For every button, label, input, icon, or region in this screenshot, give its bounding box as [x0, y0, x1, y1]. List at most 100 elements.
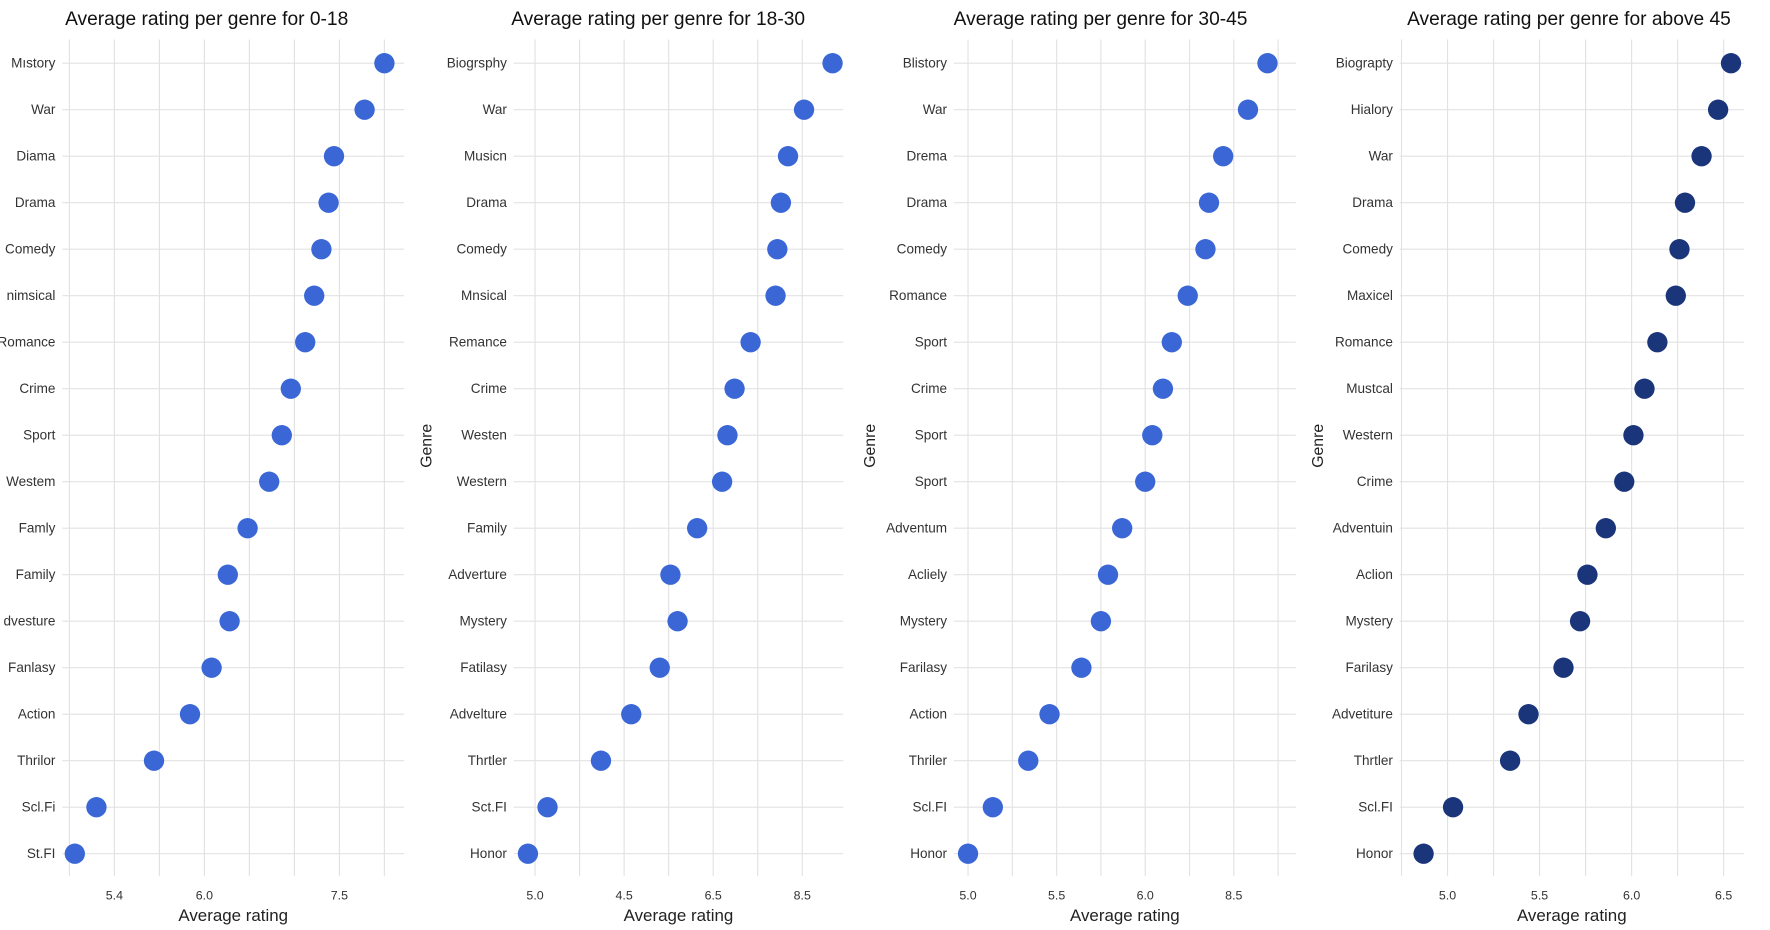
- data-point: [1442, 797, 1464, 818]
- panel-1: Mıstory War Diama Drama Comedy nimsical Romanc…: [0, 9, 405, 925]
- data-point: [1707, 99, 1729, 120]
- y-tick-label: Scl.FI: [912, 800, 947, 815]
- y-tick-label: War: [1369, 149, 1394, 164]
- y-tick-label: Hialory: [1351, 102, 1393, 117]
- y-tick-label: Crime: [19, 381, 55, 396]
- y-tick-label: Comedy: [5, 242, 56, 257]
- data-point: [717, 425, 738, 446]
- data-point: [1553, 657, 1574, 678]
- y-tick-label: Scl.FI: [1358, 800, 1393, 815]
- x-axis-label: Average rating: [178, 906, 288, 925]
- y-tick-label: Diama: [16, 149, 56, 164]
- y-tick-label: Famly: [19, 521, 56, 536]
- x-tick-label: 5.4: [106, 889, 123, 903]
- data-point: [1142, 425, 1163, 446]
- data-point: [649, 657, 670, 678]
- y-tick-label: War: [483, 102, 508, 117]
- y-tick-label: Adverture: [448, 567, 507, 582]
- data-point: [1499, 750, 1521, 771]
- x-tick-label: 5.0: [1439, 889, 1456, 903]
- data-point: [822, 53, 843, 74]
- data-point: [374, 53, 395, 74]
- y-tick-label: Farilasy: [900, 660, 948, 675]
- x-tick-label: 6.5: [1715, 889, 1732, 903]
- data-point: [1161, 332, 1182, 353]
- data-point: [1097, 564, 1119, 585]
- data-point: [1257, 53, 1278, 74]
- y-tick-label: Sct.FI: [472, 800, 507, 815]
- y-tick-label: Westem: [6, 474, 55, 489]
- data-point: [770, 192, 792, 213]
- x-tick-label: 5.5: [1048, 889, 1065, 903]
- y-tick-label: Honor: [910, 846, 947, 861]
- y-tick-label: Comedy: [457, 242, 508, 257]
- y-tick-label: Musicn: [464, 149, 507, 164]
- data-point: [793, 99, 815, 120]
- y-tick-label: Aclion: [1356, 567, 1393, 582]
- y-tick-label: nimsical: [7, 288, 56, 303]
- y-tick-label: Drama: [466, 195, 507, 210]
- y-tick-label: Comedy: [1342, 242, 1393, 257]
- data-point: [1413, 843, 1434, 864]
- panel-2: Biogrsphy War Musicn Drama Comedy Mnsical Rema…: [418, 9, 844, 925]
- y-tick-label: Family: [16, 567, 56, 582]
- chart-title: Average rating per genre for 18-30: [511, 9, 805, 30]
- y-tick-label: Mnsical: [461, 288, 507, 303]
- y-tick-label: Drama: [906, 195, 947, 210]
- y-axis-label: Genre: [1310, 424, 1327, 468]
- data-point: [1518, 704, 1539, 725]
- y-tick-label: Honor: [470, 846, 507, 861]
- data-point: [982, 797, 1003, 818]
- data-point: [311, 239, 332, 260]
- x-tick-label: 8.5: [1225, 889, 1242, 903]
- data-point: [1018, 750, 1039, 771]
- data-point: [1112, 518, 1133, 539]
- data-point: [143, 750, 165, 771]
- data-point: [1665, 285, 1686, 306]
- data-point: [517, 843, 539, 864]
- y-tick-label: Drema: [906, 149, 947, 164]
- x-tick-label: 6.5: [705, 889, 722, 903]
- y-tick-label: Action: [909, 707, 947, 722]
- data-point: [724, 378, 745, 399]
- y-tick-label: dvesture: [4, 614, 56, 629]
- x-tick-label: 5.0: [526, 889, 543, 903]
- y-tick-label: Romance: [889, 288, 947, 303]
- data-point: [1595, 518, 1616, 539]
- x-axis-label: Average rating: [1070, 906, 1180, 925]
- y-tick-label: Action: [18, 707, 56, 722]
- data-point: [1569, 611, 1591, 632]
- y-tick-label: Family: [467, 521, 507, 536]
- y-tick-label: Thrtler: [468, 753, 508, 768]
- data-point: [237, 518, 258, 539]
- panel-3: Blistory War Drema Drama Comedy Romance Sport C…: [862, 9, 1296, 925]
- panel-4: Biograpty Hialory War Drama Comedy Maxicel Rom…: [1310, 9, 1744, 925]
- y-tick-label: Romance: [1335, 335, 1393, 350]
- data-point: [217, 564, 238, 585]
- data-point: [1720, 53, 1742, 74]
- y-axis-label: Genre: [862, 424, 879, 468]
- x-tick-label: 5.0: [959, 889, 976, 903]
- x-axis-label: Average rating: [1517, 906, 1627, 925]
- y-tick-label: Maxicel: [1347, 288, 1393, 303]
- y-tick-label: Advetiture: [1332, 707, 1393, 722]
- y-tick-label: Crime: [1357, 474, 1393, 489]
- y-tick-label: Adventum: [886, 521, 947, 536]
- data-point: [1623, 425, 1644, 446]
- y-tick-label: Blistory: [903, 56, 948, 71]
- x-tick-label: 5.5: [1531, 889, 1548, 903]
- y-tick-label: Farilasy: [1346, 660, 1394, 675]
- data-point: [280, 378, 301, 399]
- data-point: [740, 332, 761, 353]
- y-tick-label: Adventuin: [1333, 521, 1393, 536]
- y-tick-label: Biograpty: [1336, 56, 1393, 71]
- data-point: [590, 750, 612, 771]
- data-point: [537, 797, 558, 818]
- y-tick-label: Mystery: [1346, 614, 1394, 629]
- y-tick-label: Mystery: [460, 614, 508, 629]
- y-tick-label: St.FI: [27, 846, 56, 861]
- y-tick-label: Scl.Fi: [22, 800, 56, 815]
- y-tick-label: Drama: [1352, 195, 1393, 210]
- y-tick-label: Fanlasy: [8, 660, 56, 675]
